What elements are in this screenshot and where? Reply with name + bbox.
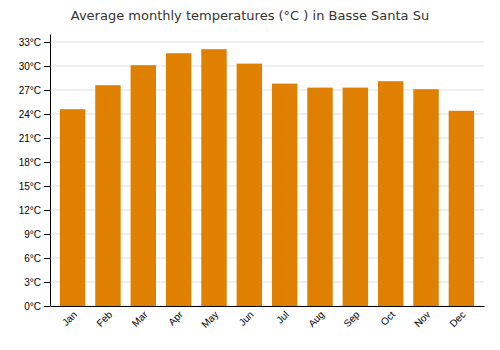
x-tick-label: Feb — [94, 309, 114, 329]
x-tick: Sep — [341, 309, 362, 330]
bar — [449, 111, 474, 306]
grid-line — [50, 42, 484, 43]
y-tick-mark — [44, 258, 50, 259]
y-tick-label: 15°C — [19, 181, 41, 192]
chart: 0°C 3°C 6°C 9°C 12°C 15°C 18°C 21°C 24°C 27°C 30°C… — [0, 0, 500, 350]
y-tick-mark — [44, 90, 50, 91]
y-tick-label: 30°C — [19, 61, 41, 72]
bar — [166, 53, 191, 306]
y-tick-mark — [44, 234, 50, 235]
x-tick: Nov — [412, 309, 432, 329]
y-tick: 12°C — [19, 205, 50, 216]
x-tick: Apr — [166, 308, 185, 327]
x-tick: May — [199, 309, 220, 330]
x-tick: Dec — [447, 309, 467, 329]
y-tick-label: 12°C — [19, 205, 41, 216]
bar — [201, 49, 226, 306]
y-tick: 18°C — [19, 157, 50, 168]
y-tick-label: 33°C — [19, 37, 41, 48]
bar — [378, 81, 403, 306]
y-tick: 30°C — [19, 61, 50, 72]
x-tick-label: May — [199, 309, 220, 330]
x-tick: Mar — [130, 308, 150, 328]
y-axis-line — [50, 35, 51, 307]
y-axis: 0°C 3°C 6°C 9°C 12°C 15°C 18°C 21°C 24°C 27°C 30°C… — [19, 35, 51, 312]
y-tick: 9°C — [24, 229, 50, 240]
bar — [60, 109, 85, 306]
bar — [95, 85, 120, 306]
title: Average monthly temperatures (°C ) in Ba… — [71, 8, 429, 23]
bar — [131, 65, 156, 306]
x-tick-label: Jun — [237, 309, 256, 328]
y-tick-label: 18°C — [19, 157, 41, 168]
bar — [413, 89, 438, 306]
y-tick-label: 3°C — [24, 277, 41, 288]
x-tick: Jul — [274, 309, 291, 326]
y-tick-label: 21°C — [19, 133, 41, 144]
y-tick: 27°C — [19, 85, 50, 96]
y-tick: 33°C — [19, 37, 50, 48]
y-tick: 21°C — [19, 133, 50, 144]
x-tick-label: Apr — [166, 308, 185, 327]
y-tick-mark — [44, 186, 50, 187]
x-tick-label: Dec — [447, 309, 467, 329]
y-tick-mark — [44, 138, 50, 139]
x-tick-label: Jan — [60, 309, 79, 328]
bar — [272, 84, 297, 306]
x-tick: Oct — [378, 309, 397, 328]
x-tick: Jan — [60, 309, 79, 328]
y-tick: 3°C — [24, 277, 50, 288]
y-tick-label: 9°C — [24, 229, 41, 240]
x-tick-label: Jul — [274, 309, 291, 326]
y-tick-mark — [44, 210, 50, 211]
y-tick-label: 6°C — [24, 253, 41, 264]
y-tick-label: 24°C — [19, 109, 41, 120]
y-tick-mark — [44, 282, 50, 283]
y-tick-mark — [44, 162, 50, 163]
x-tick-label: Oct — [378, 309, 397, 328]
x-axis-line — [51, 306, 485, 307]
x-axis: Jan Feb Mar Apr May Jun Jul Aug Sep Oct Nov Dec — [51, 307, 485, 330]
x-tick: Jun — [237, 309, 256, 328]
bar — [307, 88, 332, 306]
grid-line — [50, 66, 484, 67]
x-tick-label: Sep — [341, 309, 362, 330]
bars — [60, 49, 474, 306]
bar — [343, 88, 368, 306]
y-tick-mark — [44, 42, 50, 43]
y-tick: 24°C — [19, 109, 50, 120]
y-tick-label: 27°C — [19, 85, 41, 96]
x-tick-label: Mar — [130, 308, 150, 328]
grid — [50, 42, 484, 306]
plot: 0°C 3°C 6°C 9°C 12°C 15°C 18°C 21°C 24°C 27°C 30°C… — [19, 35, 485, 330]
y-tick: 15°C — [19, 181, 50, 192]
bar — [237, 64, 262, 306]
x-tick: Feb — [94, 309, 114, 329]
x-tick-label: Aug — [306, 309, 326, 329]
y-tick-label: 0°C — [24, 301, 41, 312]
y-tick-mark — [44, 66, 50, 67]
x-tick-label: Nov — [412, 309, 432, 329]
y-tick-mark — [44, 306, 50, 307]
x-tick: Aug — [306, 309, 326, 329]
y-tick-mark — [44, 114, 50, 115]
y-tick: 0°C — [24, 301, 50, 312]
y-tick: 6°C — [24, 253, 50, 264]
